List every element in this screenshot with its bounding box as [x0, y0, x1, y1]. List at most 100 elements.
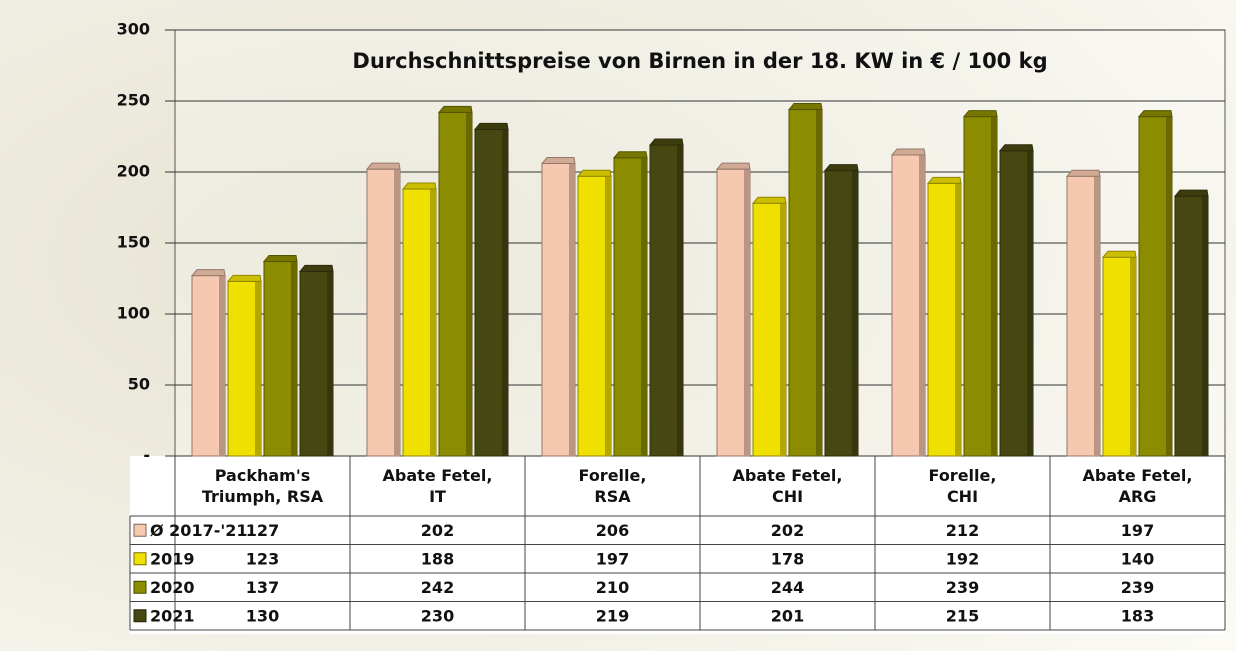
bar-part — [327, 271, 333, 456]
bar-part — [928, 177, 961, 183]
legend-swatch — [134, 524, 146, 536]
table-value: 197 — [596, 549, 629, 568]
x-tick-label: Abate Fetel, ARG — [1050, 456, 1225, 516]
bar-part — [1130, 257, 1136, 456]
bar-part — [1166, 117, 1172, 456]
x-tick-label: Abate Fetel, CHI — [700, 456, 875, 516]
bar — [439, 106, 472, 456]
table-value: 215 — [946, 606, 979, 625]
legend-label: 2020 — [150, 578, 195, 597]
y-tick-label: 250 — [117, 91, 150, 110]
bar-part — [753, 197, 786, 203]
x-tick-label-box: Abate Fetel, IT — [350, 456, 525, 516]
x-tick-label-box: Forelle, CHI — [875, 456, 1050, 516]
bar-part — [641, 158, 647, 456]
bar — [475, 123, 508, 456]
bar-part — [219, 276, 225, 456]
bar-part — [430, 189, 436, 456]
table-value: 212 — [946, 521, 979, 540]
bar — [789, 104, 822, 456]
legend-label: 2019 — [150, 549, 195, 568]
bar — [717, 163, 750, 456]
legend-label: 2021 — [150, 606, 195, 625]
x-tick-label: Packham's Triumph, RSA — [175, 456, 350, 516]
bar-part — [439, 106, 472, 112]
bar-part — [1103, 251, 1136, 257]
table-value: 137 — [246, 578, 279, 597]
x-tick-label-box: Abate Fetel, ARG — [1050, 456, 1225, 516]
bar-part — [1027, 151, 1033, 456]
y-tick-label: 100 — [117, 304, 150, 323]
bar — [964, 111, 997, 456]
bar-part — [291, 261, 297, 456]
bar — [300, 265, 333, 456]
bar-part — [780, 203, 786, 456]
x-tick-label: Forelle, RSA — [525, 456, 700, 516]
table-value: 197 — [1121, 521, 1154, 540]
bar — [928, 177, 961, 456]
bar-part — [542, 157, 575, 163]
legend-swatch — [134, 581, 146, 593]
x-tick-label: Forelle, CHI — [875, 456, 1050, 516]
bar — [228, 275, 261, 456]
bar-part — [255, 281, 261, 456]
bar — [1175, 190, 1208, 456]
x-tick-label-box: Abate Fetel, CHI — [700, 456, 875, 516]
bar-part — [367, 163, 400, 169]
table-value: 130 — [246, 606, 279, 625]
bar-part — [789, 104, 822, 110]
bar — [367, 163, 400, 456]
bar — [753, 197, 786, 456]
bar — [825, 165, 858, 456]
bar-part — [1094, 176, 1100, 456]
bar — [542, 157, 575, 456]
bar-part — [578, 170, 611, 176]
bar — [650, 139, 683, 456]
bar — [403, 183, 436, 456]
y-tick-label: 150 — [117, 233, 150, 252]
bar-part — [744, 169, 750, 456]
table-value: 201 — [771, 606, 804, 625]
bar-part — [228, 275, 261, 281]
table-value: 239 — [946, 578, 979, 597]
bar-part — [1202, 196, 1208, 456]
bar-part — [192, 270, 225, 276]
bar-part — [264, 255, 297, 261]
table-value: 202 — [771, 521, 804, 540]
bar-part — [955, 183, 961, 456]
table-value: 192 — [946, 549, 979, 568]
bar — [1103, 251, 1136, 456]
legend-label: Ø 2017-'21 — [150, 521, 248, 540]
bar-part — [403, 183, 436, 189]
chart-title: Durchschnittspreise von Birnen in der 18… — [352, 49, 1047, 73]
bar-part — [605, 176, 611, 456]
bar-part — [852, 171, 858, 456]
bar-part — [717, 163, 750, 169]
bar-part — [300, 265, 333, 271]
bar-part — [677, 145, 683, 456]
y-tick-label: 200 — [117, 162, 150, 181]
bar-part — [569, 163, 575, 456]
y-tick-label: 50 — [128, 375, 150, 394]
x-tick-label: Abate Fetel, IT — [350, 456, 525, 516]
bar-part — [1000, 145, 1033, 151]
bar-part — [892, 149, 925, 155]
bar — [892, 149, 925, 456]
x-tick-label-box: Packham's Triumph, RSA — [175, 456, 350, 516]
bar-part — [1139, 111, 1172, 117]
bar-part — [394, 169, 400, 456]
legend-swatch — [134, 610, 146, 622]
bar — [192, 270, 225, 456]
bar-part — [475, 123, 508, 129]
bar-part — [919, 155, 925, 456]
table-value: 206 — [596, 521, 629, 540]
table-value: 188 — [421, 549, 454, 568]
bar-part — [825, 165, 858, 171]
table-value: 127 — [246, 521, 279, 540]
chart: Durchschnittspreise von Birnen in der 18… — [0, 0, 1236, 651]
bar — [578, 170, 611, 456]
bar-part — [816, 110, 822, 456]
table-value: 230 — [421, 606, 454, 625]
bar-part — [964, 111, 997, 117]
table-value: 202 — [421, 521, 454, 540]
